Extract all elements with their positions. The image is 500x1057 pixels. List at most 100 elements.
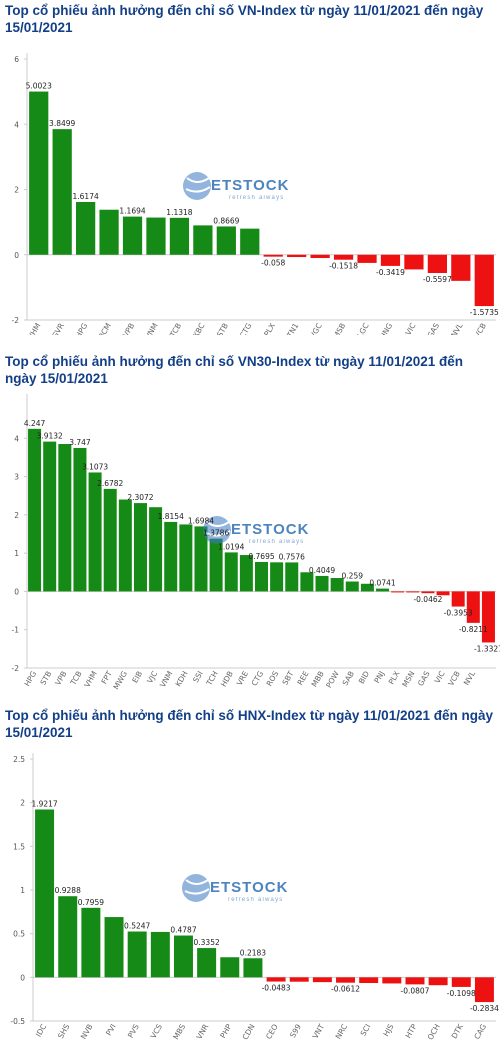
- y-tick-label: -2: [12, 664, 20, 673]
- bar-CEO: [266, 977, 286, 982]
- x-tick-label-MBB: MBB: [310, 670, 326, 689]
- bar-DTK: [451, 977, 471, 987]
- y-tick-label: 2.5: [13, 755, 25, 764]
- bar-PLX: [263, 254, 283, 257]
- x-tick-label-PVS: PVS: [126, 1022, 141, 1039]
- x-tick-label-VRE: VRE: [235, 669, 250, 687]
- bar-GAS: [421, 591, 435, 594]
- bar-FPT: [103, 488, 117, 592]
- bar-VCB: [474, 254, 494, 307]
- x-tick-label-OCH: OCH: [426, 1023, 442, 1042]
- data-label-HPG: 1.6174: [73, 192, 99, 201]
- bar-TCH: [209, 538, 223, 592]
- bar-CTG: [240, 228, 260, 255]
- bar-VCS: [150, 931, 170, 978]
- x-tick-label-GAS: GAS: [425, 321, 441, 335]
- x-tick-label-PLX: PLX: [262, 322, 277, 336]
- y-tick-label: 0: [14, 587, 19, 596]
- x-tick-label-FPT: FPT: [99, 669, 114, 685]
- x-tick-label-TCH: TCH: [204, 670, 220, 688]
- bar-MBS: [173, 935, 193, 978]
- x-tick-label-MSN: MSN: [400, 670, 416, 689]
- bar-TN1: [287, 254, 307, 258]
- bar-HDB: [224, 552, 238, 592]
- bar-PVS: [127, 931, 147, 978]
- data-label-VNR: 0.3352: [194, 938, 220, 947]
- y-tick-label: 2: [20, 799, 25, 808]
- x-tick-label-NVL: NVL: [462, 669, 478, 687]
- bar-CDN: [243, 958, 263, 978]
- bar-VNM: [146, 217, 166, 255]
- bar-PHP: [220, 957, 240, 978]
- bar-PNJ: [376, 588, 390, 592]
- x-tick-label-SHS: SHS: [56, 1022, 71, 1040]
- y-tick-label: 0: [14, 251, 19, 260]
- data-label-GAS: -0.0462: [413, 595, 442, 604]
- bar-VIC: [436, 591, 450, 596]
- bar-TCB: [73, 447, 87, 592]
- bar-VNT: [312, 977, 332, 983]
- x-tick-label-STB: STB: [38, 670, 53, 687]
- data-label-CAG: -0.2834: [470, 1004, 499, 1013]
- data-label-NVB: 0.7959: [78, 898, 104, 907]
- chart-panel-vnindex: Top cổ phiếu ảnh hưởng đến chỉ số VN-Ind…: [0, 2, 500, 335]
- data-label-MBB: 0.4049: [309, 566, 335, 575]
- bar-NRC: [336, 977, 356, 983]
- x-tick-label-VCB: VCB: [472, 322, 488, 336]
- bar-POW: [330, 578, 344, 592]
- data-label-HTP: -0.0807: [400, 986, 429, 995]
- x-tick-label-DTK: DTK: [450, 1022, 466, 1041]
- x-tick-label-VHM: VHM: [82, 670, 98, 689]
- bar-HPG: [28, 428, 42, 592]
- bar-REE: [300, 572, 314, 592]
- x-tick-label-VNT: VNT: [311, 1022, 327, 1040]
- x-tick-label-SSI: SSI: [191, 670, 205, 685]
- data-label-NVL: -0.8211: [459, 625, 488, 634]
- x-tick-label-SAB: SAB: [341, 670, 356, 688]
- bar-VNM: [164, 521, 178, 592]
- x-tick-label-VPB: VPB: [121, 322, 136, 336]
- x-tick-label-BID: BID: [357, 669, 371, 685]
- bar-PVI: [104, 917, 124, 978]
- bar-HNG: [380, 254, 401, 266]
- bar-CAG: [474, 977, 494, 1003]
- bar-VJC: [149, 507, 163, 592]
- x-tick-label-PVI: PVI: [104, 1023, 118, 1038]
- bar-ROS: [270, 562, 284, 592]
- data-label-TCH: 1.3786: [203, 529, 229, 538]
- bar-SAB: [345, 581, 359, 592]
- chart-title-vnindex: Top cổ phiếu ảnh hưởng đến chỉ số VN-Ind…: [5, 3, 484, 35]
- y-tick-label: 0.5: [13, 930, 25, 939]
- watermark-globe-icon: [183, 172, 211, 200]
- x-tick-label-MBS: MBS: [171, 1022, 187, 1041]
- data-label-HPG: 4.247: [24, 419, 46, 428]
- x-tick-label-CDN: CDN: [241, 1023, 257, 1042]
- bar-SBT: [285, 562, 299, 592]
- watermark-swoosh-icon: [184, 879, 210, 895]
- y-tick-label: 6: [14, 55, 19, 64]
- watermark-swoosh-icon: [205, 521, 231, 537]
- data-label-CEO: -0.0483: [262, 984, 291, 993]
- chart-panel-hnxindex: Top cổ phiếu ảnh hưởng đến chỉ số HNX-In…: [0, 707, 500, 1055]
- bar-chart-vnindex: -2 0 2 4 6 VHM GVR HPG BCM VPB VNM TCB KBC STB CTG PLX T…: [12, 53, 499, 336]
- x-tick-label-KBC: KBC: [191, 322, 206, 336]
- chart-title-vn30: Top cổ phiếu ảnh hưởng đến chỉ số VN30-I…: [5, 354, 463, 386]
- data-label-VNM: 1.8154: [158, 512, 184, 521]
- bar-IDC: [35, 809, 55, 978]
- data-label-PLX: -0.058: [261, 259, 285, 268]
- x-tick-label-NRC: NRC: [334, 1023, 350, 1041]
- x-tick-label-EIB: EIB: [130, 670, 144, 685]
- data-label-SAB: 0.259: [342, 572, 364, 581]
- data-label-PNJ: 0.0741: [369, 579, 395, 588]
- data-label-SSI: 1.6984: [188, 516, 214, 525]
- y-tick-label: 0: [20, 973, 25, 982]
- bar-HTP: [405, 977, 425, 985]
- x-tick-label-HTP: HTP: [404, 1022, 419, 1040]
- x-tick-label-PNJ: PNJ: [372, 670, 386, 685]
- watermark-globe-icon: [182, 874, 210, 902]
- x-tick-label-VGC: VGC: [308, 322, 324, 336]
- y-tick-label: 4: [14, 120, 19, 129]
- data-label-STB: 0.8669: [213, 216, 239, 225]
- x-tick-label-PHP: PHP: [218, 1022, 233, 1040]
- data-label-VHM: 3.1073: [82, 462, 108, 471]
